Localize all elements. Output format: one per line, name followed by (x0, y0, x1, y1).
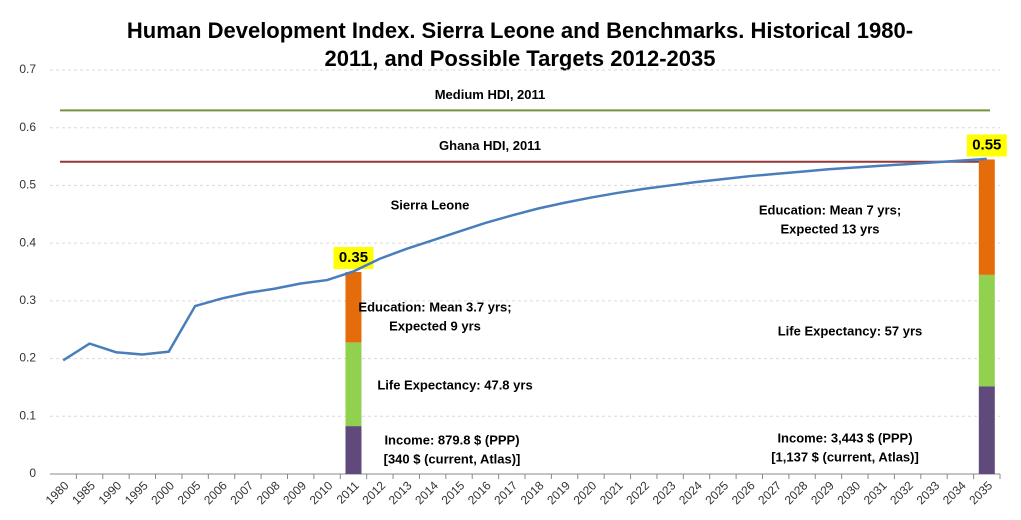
x-tick-label: 2022 (623, 478, 652, 507)
reference-label: Medium HDI, 2011 (435, 87, 546, 102)
x-tick-label: 2019 (544, 478, 573, 507)
x-tick-label: 2026 (729, 478, 758, 507)
x-tick-label: 2014 (412, 478, 441, 507)
x-tick-label: 2008 (254, 478, 283, 507)
reference-label: Ghana HDI, 2011 (439, 138, 541, 153)
chart-title: Human Development Index. Sierra Leone an… (127, 18, 913, 43)
x-tick-label: 2023 (650, 478, 679, 507)
y-tick-label: 0.3 (19, 293, 36, 307)
x-tick-label: 1985 (69, 478, 98, 507)
x-tick-label: 1995 (122, 478, 151, 507)
x-tick-label: 1990 (96, 478, 125, 507)
y-tick-label: 0.1 (19, 408, 36, 422)
y-tick-label: 0.4 (19, 235, 36, 249)
x-tick-label: 2007 (227, 478, 256, 507)
x-tick-label: 2018 (518, 478, 547, 507)
x-tick-label: 2025 (702, 478, 731, 507)
total-label: 0.35 (339, 249, 368, 266)
annotation: Life Expectancy: 57 yrs (778, 323, 923, 338)
x-tick-label: 2030 (834, 478, 863, 507)
x-tick-label: 2009 (280, 478, 309, 507)
x-tick-label: 2029 (808, 478, 837, 507)
chart-title: 2011, and Possible Targets 2012-2035 (325, 46, 716, 71)
x-tick-label: 1980 (43, 478, 72, 507)
x-tick-label: 2011 (334, 478, 362, 506)
annotation: Education: Mean 7 yrs; (759, 202, 901, 217)
annotation: Education: Mean 3.7 yrs; (358, 299, 511, 314)
x-tick-label: 2012 (359, 478, 388, 507)
x-tick-label: 2031 (861, 478, 890, 507)
x-tick-label: 2021 (597, 478, 626, 507)
annotation: Expected 9 yrs (389, 318, 481, 333)
x-tick-label: 2006 (201, 478, 230, 507)
series-line (62, 157, 987, 362)
y-tick-label: 0 (29, 466, 36, 480)
annotation: Expected 13 yrs (780, 221, 879, 236)
y-tick-label: 0.2 (19, 351, 36, 365)
annotation: Income: 879.8 $ (PPP) (384, 432, 519, 447)
y-tick-label: 0.7 (19, 62, 36, 76)
x-tick-label: 2024 (676, 478, 705, 507)
total-label-bg (966, 134, 1007, 157)
annotation: [1,137 $ (current, Atlas)] (771, 449, 919, 464)
x-tick-label: 2017 (491, 478, 520, 507)
x-tick-label: 2016 (465, 478, 494, 507)
bar-segment (345, 426, 362, 474)
x-tick-label: 2028 (782, 478, 811, 507)
x-tick-label: 2015 (439, 478, 468, 507)
annotation: [340 $ (current, Atlas)] (384, 451, 521, 466)
x-tick-label: 2034 (940, 478, 969, 507)
y-tick-label: 0.5 (19, 178, 36, 192)
x-tick-label: 2000 (148, 478, 177, 507)
x-tick-label: 2033 (914, 478, 943, 507)
x-tick-label: 2010 (307, 478, 336, 507)
x-tick-label: 2005 (175, 478, 204, 507)
series-label: Sierra Leone (391, 197, 470, 212)
x-tick-label: 2032 (887, 478, 916, 507)
total-label-bg (333, 247, 374, 269)
y-tick-label: 0.6 (19, 120, 36, 134)
x-tick-label: 2013 (386, 478, 415, 507)
annotation: Life Expectancy: 47.8 yrs (377, 377, 532, 392)
annotation: Income: 3,443 $ (PPP) (777, 430, 912, 445)
bar-segment (978, 159, 995, 275)
x-tick-label: 2027 (755, 478, 784, 507)
bar-segment (978, 274, 995, 387)
bar-segment (345, 272, 362, 343)
bar-segment (345, 342, 362, 427)
bar-segment (978, 386, 995, 474)
total-label: 0.55 (972, 136, 1001, 153)
x-tick-label: 2035 (966, 478, 995, 507)
x-tick-label: 2020 (571, 478, 600, 507)
